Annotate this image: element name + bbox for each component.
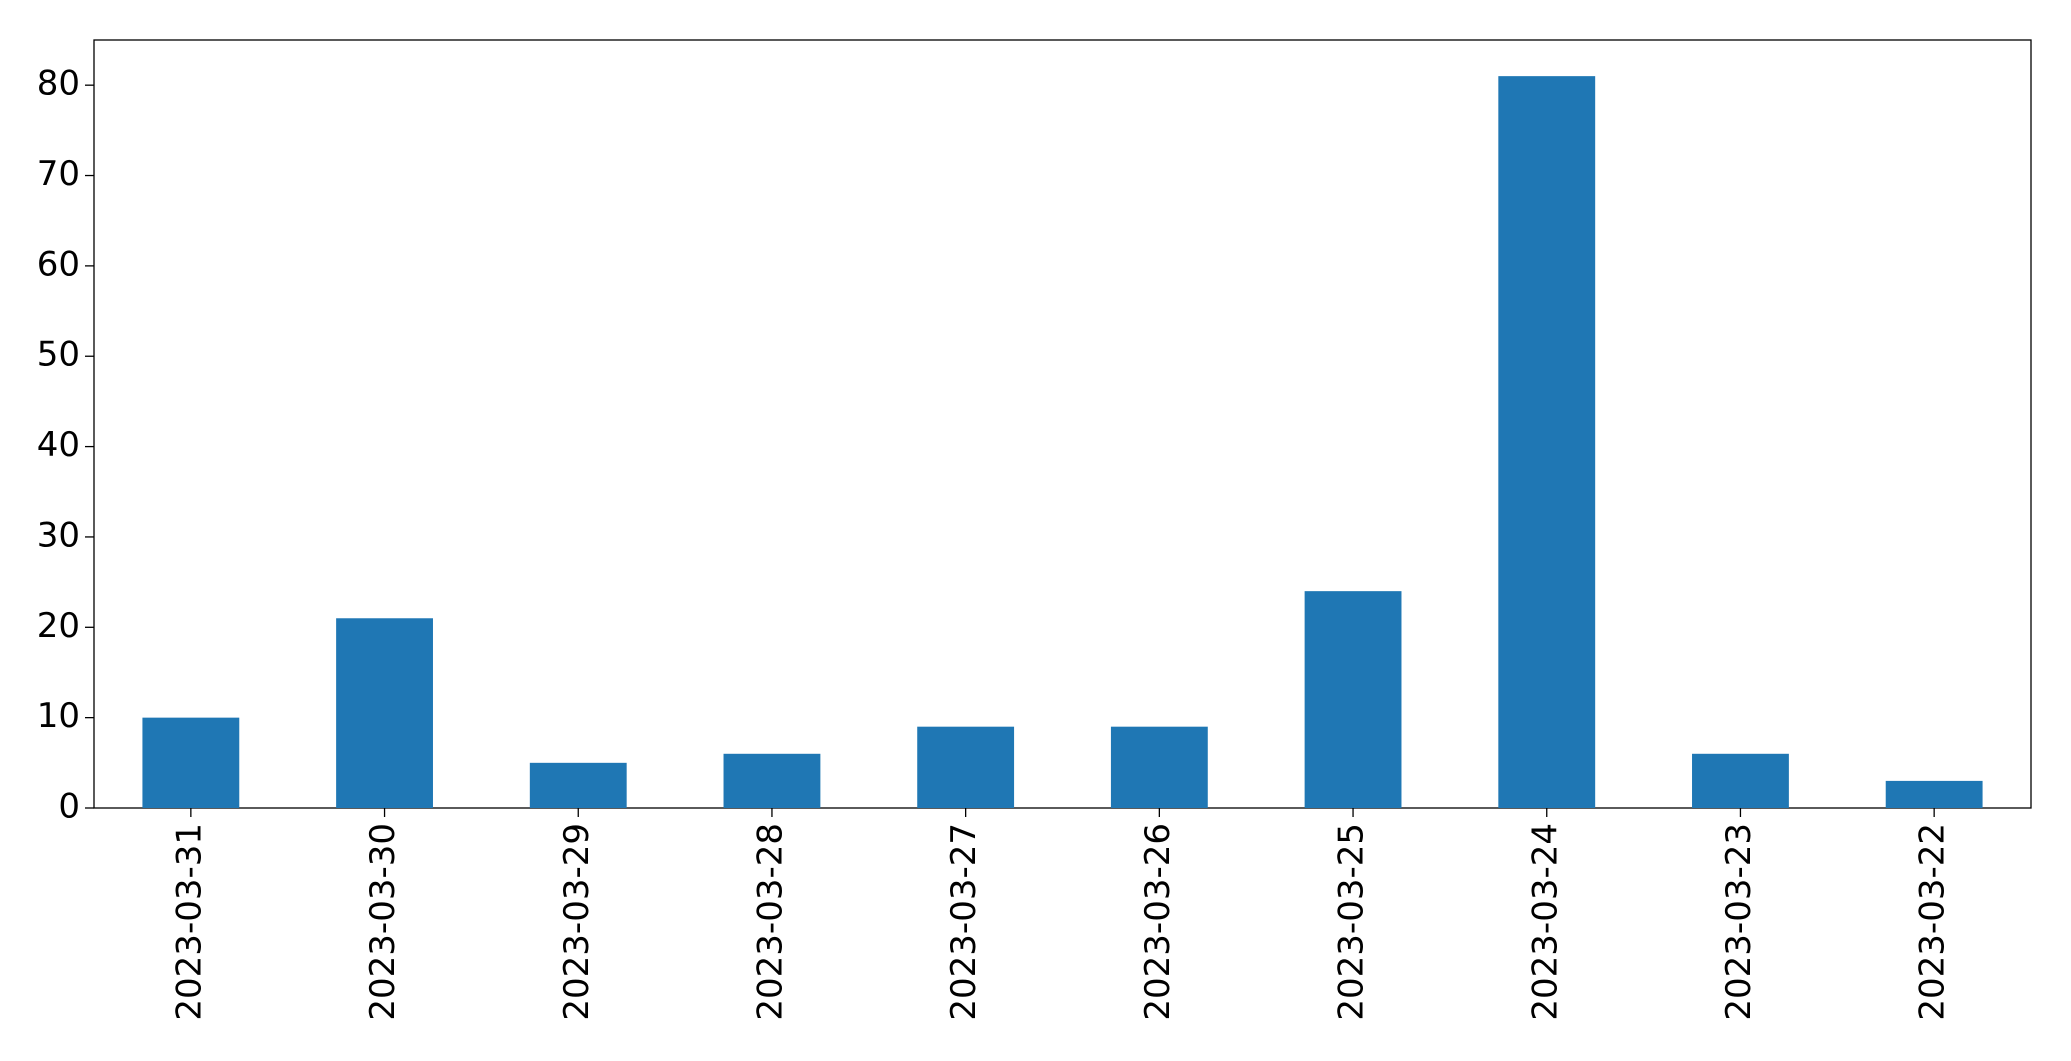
- x-tick-label: 2023-03-24: [1525, 823, 1565, 1021]
- y-tick-label: 20: [37, 606, 80, 646]
- x-tick-label: 2023-03-26: [1138, 823, 1178, 1021]
- x-tick-label: 2023-03-23: [1719, 823, 1759, 1021]
- bar: [336, 618, 433, 808]
- y-tick-label: 30: [37, 515, 80, 555]
- bar: [917, 726, 1015, 808]
- y-tick-label: 80: [37, 64, 80, 104]
- bar: [1692, 753, 1789, 808]
- bar: [529, 762, 627, 808]
- x-tick-label: 2023-03-25: [1332, 823, 1372, 1021]
- bar: [723, 753, 821, 808]
- bar: [1498, 76, 1596, 808]
- x-tick-label: 2023-03-29: [557, 823, 597, 1021]
- y-tick-label: 0: [58, 787, 80, 827]
- x-tick-label: 2023-03-22: [1913, 823, 1953, 1021]
- x-tick-label: 2023-03-30: [363, 823, 403, 1021]
- y-tick-label: 70: [37, 154, 80, 194]
- y-tick-label: 40: [37, 425, 80, 465]
- bar: [1110, 726, 1208, 808]
- bar: [1304, 591, 1402, 808]
- y-tick-label: 50: [37, 335, 80, 375]
- bar: [1885, 780, 1983, 808]
- y-tick-label: 10: [37, 696, 80, 736]
- x-tick-label: 2023-03-27: [944, 823, 984, 1021]
- x-tick-label: 2023-03-31: [169, 823, 209, 1021]
- x-tick-label: 2023-03-28: [750, 823, 790, 1021]
- plot-frame: [93, 39, 2032, 809]
- bar: [142, 717, 240, 808]
- y-tick-label: 60: [37, 244, 80, 284]
